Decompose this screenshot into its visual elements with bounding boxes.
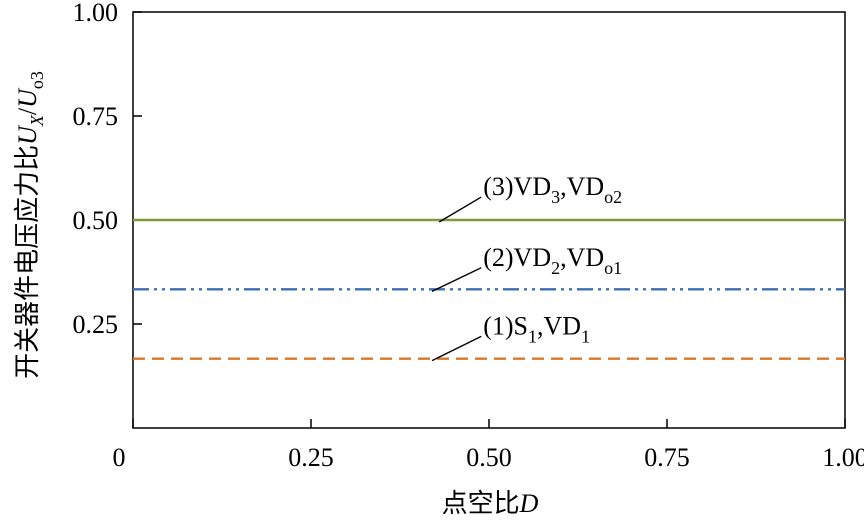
axis-ticks: 0 0.25 0.50 0.75 1.00 0.25 0.50 0.75 1.00: [73, 0, 864, 472]
x-tick-label: 0.25: [288, 443, 334, 472]
series-leader-line: [431, 267, 482, 292]
x-tick-label: 0.50: [466, 443, 512, 472]
y-axis-label: 开关器件电压应力比UX/Uo3: [13, 71, 47, 379]
x-tick-label: 0: [113, 443, 126, 472]
annotations-group: (1)S1,VD1 (2)VD2,VDo1 (3)VD3,VDo2: [431, 172, 622, 362]
series-leader-line: [438, 196, 482, 223]
series-label-2: (2)VD2,VDo1: [483, 243, 622, 278]
series-label-1: (1)S1,VD1: [483, 311, 590, 346]
series-leader-line: [431, 335, 482, 362]
y-tick-label: 0.75: [73, 102, 119, 131]
y-tick-label: 0.25: [73, 310, 119, 339]
y-tick-label: 1.00: [73, 0, 119, 27]
series-group: [133, 218, 845, 360]
x-axis-label: 点空比D: [442, 489, 539, 518]
series-label-3: (3)VD3,VDo2: [483, 172, 622, 207]
y-tick-label: 0.50: [73, 206, 119, 235]
x-tick-label: 0.75: [644, 443, 690, 472]
x-tick-label: 1.00: [822, 443, 864, 472]
